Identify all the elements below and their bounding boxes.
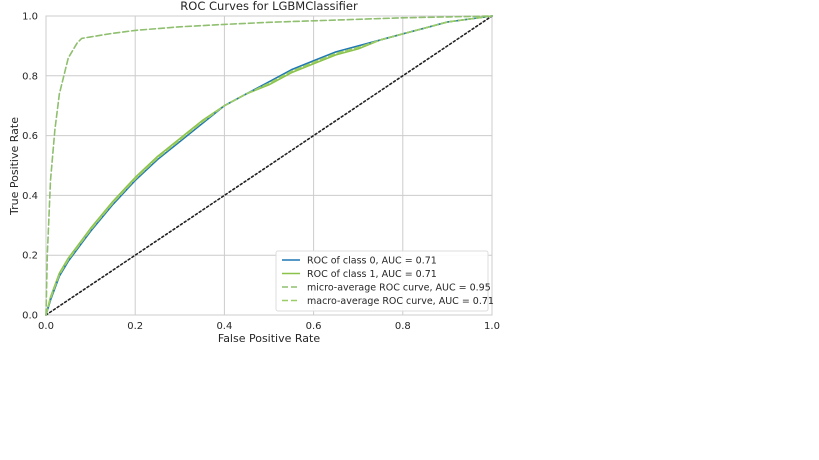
series-group — [45, 15, 493, 316]
y-tick-label: 0.4 — [22, 191, 38, 202]
series-line-2 — [45, 15, 493, 316]
chance-diagonal-line — [45, 15, 493, 316]
legend-entry: ROC of class 1, AUC = 0.71 — [307, 269, 437, 280]
x-ticks: 0.0 0.2 0.4 0.6 0.8 1.0 — [38, 321, 500, 332]
x-axis-label: False Positive Rate — [218, 332, 320, 345]
legend-entry: micro-average ROC curve, AUC = 0.95 — [307, 283, 491, 294]
y-axis-label: True Positive Rate — [8, 117, 21, 216]
y-tick-label: 0.2 — [22, 251, 38, 262]
x-tick-label: 0.4 — [216, 321, 232, 332]
y-tick-label: 0.6 — [22, 131, 38, 142]
x-tick-label: 0.2 — [127, 321, 143, 332]
plot-frame — [45, 15, 493, 316]
legend-entry: ROC of class 0, AUC = 0.71 — [307, 256, 437, 267]
y-tick-label: 1.0 — [22, 12, 38, 23]
x-tick-label: 0.8 — [395, 321, 411, 332]
chart-title: ROC Curves for LGBMClassifier — [180, 0, 358, 13]
y-ticks: 0.0 0.2 0.4 0.6 0.8 1.0 — [22, 12, 38, 322]
series-line-3 — [45, 15, 493, 316]
legend: ROC of class 0, AUC = 0.71 ROC of class 1… — [275, 250, 494, 312]
y-tick-label: 0.0 — [22, 311, 38, 322]
x-tick-label: 0.0 — [38, 321, 54, 332]
x-tick-label: 0.6 — [306, 321, 322, 332]
legend-frame — [275, 250, 489, 312]
legend-entry: macro-average ROC curve, AUC = 0.71 — [307, 296, 494, 307]
x-tick-label: 1.0 — [484, 321, 500, 332]
y-tick-label: 0.8 — [22, 71, 38, 82]
